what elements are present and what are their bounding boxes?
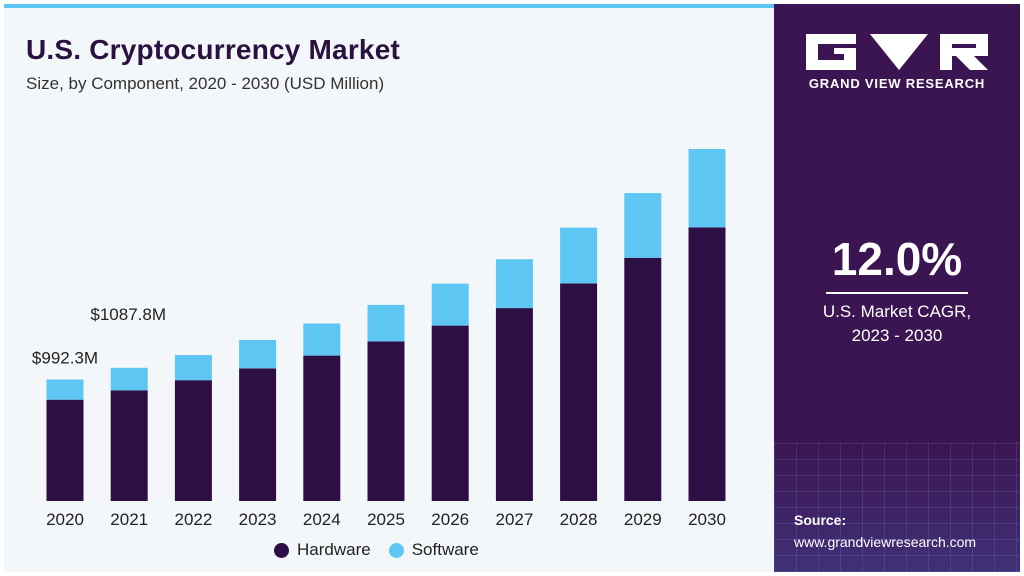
data-label-2020: $992.3M — [32, 349, 98, 368]
bar-hardware-2021 — [110, 390, 148, 501]
source-link[interactable]: www.grandviewresearch.com — [794, 534, 977, 550]
bar-software-2021 — [110, 367, 148, 391]
bar-software-2028 — [560, 227, 598, 284]
bar-hardware-2030 — [688, 227, 726, 501]
bar-hardware-2022 — [174, 380, 212, 501]
cagr-label-line2: 2023 - 2030 — [851, 326, 943, 345]
legend-label-software: Software — [411, 540, 479, 559]
side-panel: GRAND VIEW RESEARCH 12.0% U.S. Market CA… — [774, 4, 1020, 572]
cagr-label: U.S. Market CAGR, 2023 - 2030 — [774, 300, 1020, 348]
data-label-2021: $1087.8M — [90, 305, 166, 324]
x-tick-label-2020: 2020 — [46, 510, 84, 529]
bar-hardware-2028 — [560, 283, 598, 501]
x-tick-label-2021: 2021 — [110, 510, 148, 529]
legend-swatch-software — [388, 542, 404, 558]
cagr-label-line1: U.S. Market CAGR, — [822, 302, 972, 321]
legend-item-software: Software — [388, 540, 479, 560]
cagr-divider — [826, 292, 968, 294]
bar-hardware-2025 — [367, 341, 405, 501]
x-tick-label-2028: 2028 — [560, 510, 598, 529]
legend-label-hardware: Hardware — [297, 540, 371, 559]
legend-item-hardware: Hardware — [274, 540, 371, 560]
brand-name: GRAND VIEW RESEARCH — [808, 76, 986, 91]
bar-software-2024 — [303, 323, 341, 356]
cagr-value: 12.0% — [831, 233, 963, 285]
bar-hardware-2023 — [239, 368, 277, 501]
bar-software-2027 — [495, 259, 533, 309]
chart-subtitle: Size, by Component, 2020 - 2030 (USD Mil… — [26, 74, 385, 93]
bar-chart: 2020 2021 2022 2023 2024 2025 2026 2027 2028 2029… — [32, 149, 726, 529]
infographic-frame: U.S. Cryptocurrency Market Size, by Comp… — [4, 4, 1020, 572]
brand-logo-icon — [806, 34, 988, 70]
bar-hardware-2027 — [495, 308, 533, 501]
bar-software-2023 — [239, 339, 277, 369]
bar-software-2022 — [174, 355, 212, 381]
x-tick-label-2026: 2026 — [431, 510, 469, 529]
bar-software-2025 — [367, 304, 405, 342]
x-tick-label-2029: 2029 — [624, 510, 662, 529]
bar-software-2030 — [688, 149, 726, 228]
source-label: Source: — [794, 512, 847, 528]
bar-software-2029 — [624, 193, 662, 258]
legend-swatch-hardware — [274, 542, 289, 558]
chart-panel: U.S. Cryptocurrency Market Size, by Comp… — [4, 8, 774, 572]
bar-software-2026 — [431, 283, 469, 326]
x-tick-label-2027: 2027 — [495, 510, 533, 529]
decorative-grid — [774, 442, 1020, 572]
top-accent-stripe — [4, 4, 774, 8]
bar-hardware-2024 — [303, 355, 341, 501]
x-tick-label-2023: 2023 — [239, 510, 277, 529]
bar-hardware-2029 — [624, 257, 662, 501]
x-tick-label-2022: 2022 — [174, 510, 212, 529]
x-tick-label-2025: 2025 — [367, 510, 405, 529]
x-tick-label-2030: 2030 — [688, 510, 726, 529]
bar-software-2020 — [46, 379, 84, 400]
bar-hardware-2026 — [431, 325, 469, 501]
chart-legend: Hardware Software — [274, 538, 479, 562]
chart-title: U.S. Cryptocurrency Market — [26, 34, 400, 65]
bar-hardware-2020 — [46, 399, 84, 501]
x-tick-label-2024: 2024 — [303, 510, 341, 529]
